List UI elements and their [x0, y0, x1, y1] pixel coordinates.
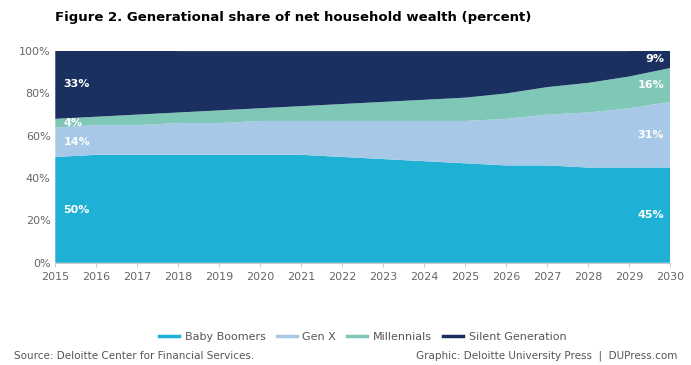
Text: Figure 2. Generational share of net household wealth (percent): Figure 2. Generational share of net hous…	[55, 11, 531, 24]
Text: 14%: 14%	[64, 137, 91, 147]
Text: Graphic: Deloitte University Press  |  DUPress.com: Graphic: Deloitte University Press | DUP…	[416, 351, 677, 361]
Text: 45%: 45%	[638, 210, 664, 220]
Text: Source: Deloitte Center for Financial Services.: Source: Deloitte Center for Financial Se…	[14, 351, 254, 361]
Legend: Baby Boomers, Gen X, Millennials, Silent Generation: Baby Boomers, Gen X, Millennials, Silent…	[155, 327, 571, 346]
Text: 50%: 50%	[64, 205, 90, 215]
Text: 9%: 9%	[645, 54, 664, 64]
Text: 31%: 31%	[638, 130, 664, 140]
Text: 16%: 16%	[637, 80, 664, 90]
Text: 33%: 33%	[64, 79, 90, 89]
Text: 4%: 4%	[64, 118, 82, 128]
